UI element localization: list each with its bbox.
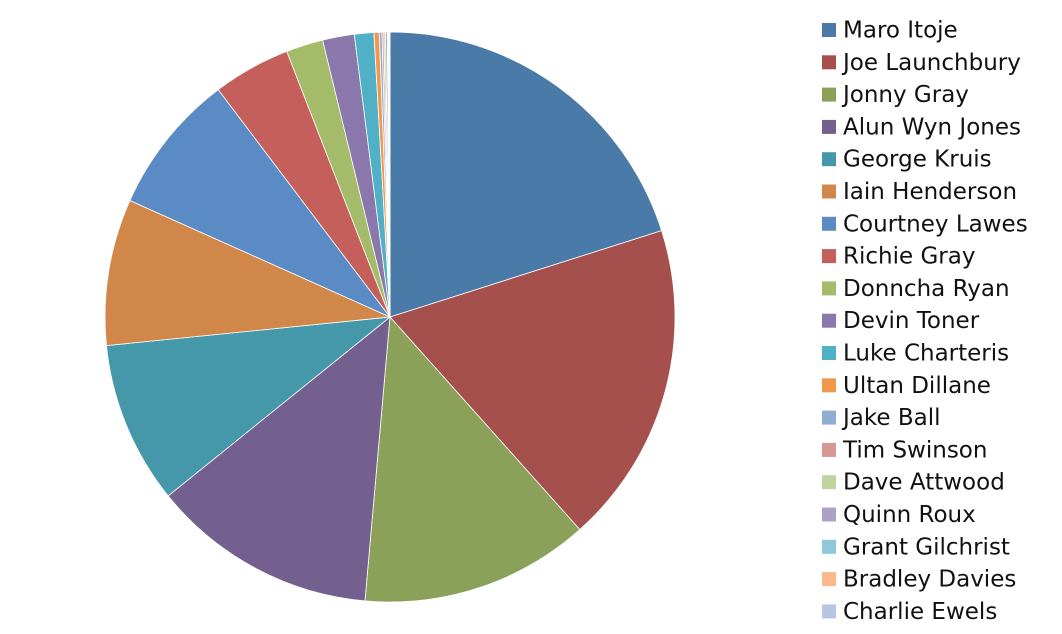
legend-label: Iain Henderson (843, 179, 1017, 205)
legend-swatch (822, 313, 836, 328)
legend-label: Devin Toner (843, 308, 980, 334)
pie-slice (129, 89, 391, 318)
legend-swatch (822, 281, 836, 296)
legend-swatch (822, 87, 836, 102)
legend-label: Alun Wyn Jones (843, 114, 1021, 140)
pie-slice (388, 31, 391, 318)
legend-label: Grant Gilchrist (843, 534, 1010, 560)
legend-swatch (822, 604, 836, 619)
legend-label: Quinn Roux (843, 502, 976, 528)
legend-label: Jonny Gray (841, 82, 969, 108)
legend-swatch (822, 475, 836, 490)
legend-swatch (822, 152, 836, 167)
legend-label: Donncha Ryan (843, 276, 1010, 302)
pie-slice (389, 31, 663, 318)
legend-label: George Kruis (843, 147, 992, 173)
legend-label: Jake Ball (841, 405, 941, 431)
legend-label: Maro Itoje (843, 18, 958, 44)
legend-swatch (822, 346, 836, 360)
legend-swatch (822, 184, 836, 199)
pie-slice (389, 230, 676, 531)
legend-swatch (822, 378, 836, 393)
legend-swatch (822, 442, 836, 457)
legend-swatch (822, 55, 836, 70)
legend-swatch (822, 507, 836, 522)
legend-swatch (822, 539, 836, 554)
pie-slice (104, 200, 392, 347)
legend-label: Courtney Lawes (843, 211, 1028, 237)
legend-label: Luke Charteris (843, 341, 1009, 367)
legend-label: Charlie Ewels (843, 599, 997, 625)
legend-swatch (822, 249, 836, 264)
legend-label: Joe Launchbury (841, 50, 1021, 76)
legend-swatch (822, 23, 836, 37)
legend-label: Bradley Davies (843, 567, 1016, 593)
legend-swatch (822, 572, 836, 587)
legend-label: Richie Gray (843, 244, 975, 270)
legend-swatch (822, 216, 836, 231)
pie-slice (364, 316, 581, 603)
legend-swatch (822, 410, 836, 425)
pie-slice (167, 316, 391, 602)
legend-swatch (822, 119, 836, 134)
legend-label: Dave Attwood (843, 470, 1005, 496)
pie-slice (106, 316, 392, 497)
legend-label: Ultan Dillane (843, 373, 991, 399)
legend-label: Tim Swinson (842, 437, 987, 463)
